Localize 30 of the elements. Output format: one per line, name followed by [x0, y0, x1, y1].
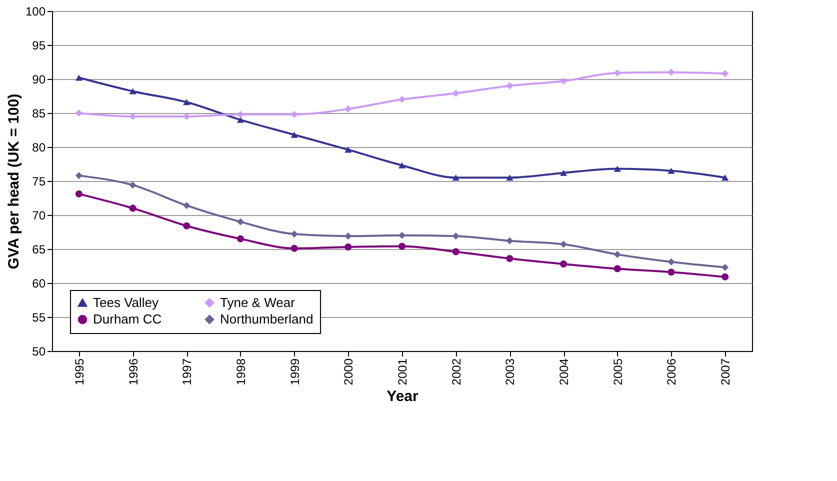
y-tick-label: 70: [32, 208, 46, 222]
y-tick-label: 80: [32, 140, 46, 154]
x-tick-label: 1995: [72, 358, 86, 386]
x-tick-label: 1998: [234, 358, 248, 386]
y-tick-label: 90: [32, 72, 46, 86]
legend-label: Tees Valley: [93, 294, 160, 310]
y-tick-label: 95: [32, 38, 46, 52]
x-tick-label: 2002: [449, 358, 464, 386]
legend-label: Tyne & Wear: [220, 294, 296, 310]
y-tick-label: 65: [32, 242, 46, 256]
x-tick-label: 1999: [288, 358, 302, 386]
x-axis-title: Year: [386, 388, 419, 406]
x-tick-label: 2005: [610, 358, 625, 386]
y-axis-title: GVA per head (UK = 100): [5, 94, 22, 270]
x-tick-label: 2000: [342, 358, 356, 386]
y-tick-label: 100: [25, 4, 46, 18]
x-tick-label: 2001: [396, 358, 410, 386]
x-tick-label: 1996: [126, 358, 140, 386]
legend-label: Northumberland: [220, 312, 314, 326]
x-tick-label: 2004: [557, 358, 572, 386]
legend-label: Durham CC: [93, 312, 162, 326]
y-tick-label: 55: [32, 310, 46, 324]
x-tick-label: 2007: [718, 358, 733, 386]
y-tick-label: 50: [32, 344, 46, 358]
y-tick-label: 75: [32, 174, 46, 188]
x-tick-label: 2006: [664, 358, 679, 386]
y-tick-label: 60: [32, 276, 46, 290]
y-tick-label: 85: [32, 106, 46, 120]
x-tick-label: 1997: [180, 358, 194, 386]
x-tick-label: 2003: [503, 358, 518, 386]
